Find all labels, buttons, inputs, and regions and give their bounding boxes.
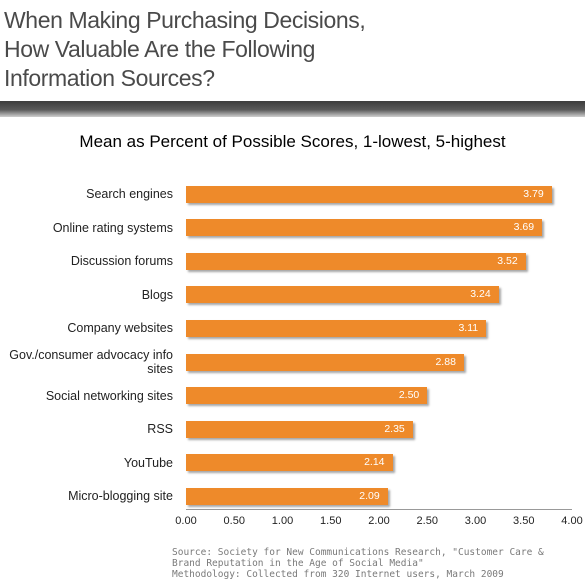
bar (186, 219, 543, 237)
chart-subtitle: Mean as Percent of Possible Scores, 1-lo… (79, 132, 506, 151)
x-tick-label: 1.00 (271, 515, 294, 527)
x-tick-label: 3.50 (513, 515, 535, 527)
category-label: YouTube (123, 455, 173, 470)
source-line-2: Brand Reputation in the Age of Social Me… (172, 558, 424, 569)
chart-title-line-2: How Valuable Are the Following (4, 36, 316, 62)
header: When Making Purchasing Decisions, How Va… (0, 0, 585, 96)
bar-value-label: 2.09 (359, 489, 380, 502)
category-label: RSS (147, 422, 173, 437)
bar-value-label: 2.35 (384, 422, 405, 435)
source-note: Source: Society for New Communications R… (172, 547, 582, 580)
category-label: Search engines (86, 187, 173, 201)
bar (186, 286, 499, 304)
methodology-line: Methodology: Collected from 320 Internet… (172, 569, 504, 580)
x-tick-label: 3.00 (464, 515, 487, 527)
bar-value-label: 3.79 (523, 187, 544, 200)
source-line-1: Source: Society for New Communications R… (172, 547, 544, 558)
bar-value-label: 3.69 (513, 221, 535, 234)
bar-value-label: 3.52 (497, 254, 518, 267)
category-label: Micro-blogging site (68, 489, 173, 504)
x-tick-label: 1.50 (320, 515, 342, 527)
bar (186, 353, 464, 371)
category-label: Online rating systems (52, 220, 173, 235)
x-axis-line (186, 509, 572, 510)
bar-value-label: 2.14 (364, 456, 385, 469)
category-label: Social networking sites (45, 388, 173, 403)
x-tick-label: 0.00 (175, 515, 197, 527)
bar (186, 487, 388, 505)
bar-value-label: 3.11 (458, 321, 479, 334)
header-divider (0, 101, 585, 117)
bar-value-label: 2.50 (398, 389, 420, 402)
x-tick-label: 2.50 (416, 515, 438, 527)
category-label: Discussion forums (70, 254, 173, 269)
x-tick-label: 4.00 (561, 515, 583, 527)
category-label: Company websites (67, 321, 173, 336)
bar-value-label: 2.88 (435, 355, 456, 368)
chart-title-line-3: Information Sources? (4, 65, 215, 91)
bar (186, 185, 552, 203)
category-label: Blogs (141, 287, 173, 302)
category-label: Gov./consumer advocacy info sites (9, 348, 173, 376)
bar (186, 454, 393, 472)
chart-title-line-1: When Making Purchasing Decisions, (4, 7, 366, 33)
bar (186, 252, 526, 270)
x-tick-label: 0.50 (223, 515, 245, 527)
bar-value-label: 3.24 (470, 288, 491, 301)
bar (186, 420, 413, 438)
x-tick-label: 2.00 (368, 515, 390, 527)
bar (186, 319, 487, 337)
bar (186, 387, 428, 405)
